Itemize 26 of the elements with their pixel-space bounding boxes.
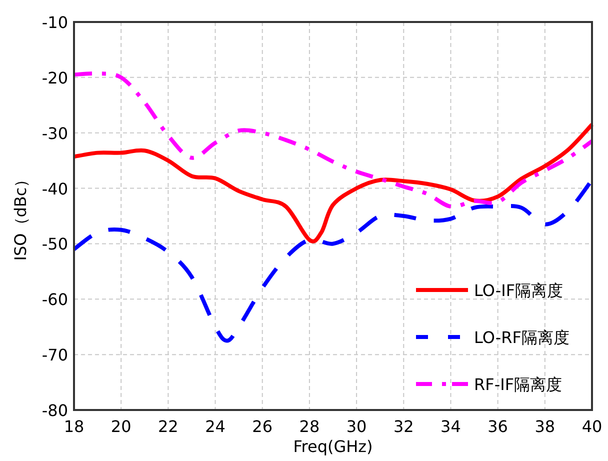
x-tick-label: 40 <box>582 417 602 436</box>
y-tick-label: -10 <box>42 13 68 32</box>
legend-label: RF-IF隔离度 <box>474 375 562 394</box>
y-tick-label: -50 <box>42 234 68 254</box>
x-tick-label: 18 <box>64 417 84 436</box>
y-tick-label: -60 <box>42 290 68 310</box>
y-tick-label: -30 <box>42 124 68 143</box>
y-tick-label: -70 <box>42 346 68 365</box>
legend-label: LO-IF隔离度 <box>474 281 564 300</box>
x-tick-label: 30 <box>346 417 367 436</box>
x-tick-label: 22 <box>158 417 178 436</box>
y-axis-title: ISO（dBc） <box>11 171 30 261</box>
y-tick-label: -40 <box>42 179 68 198</box>
y-tick-label: -20 <box>42 68 68 88</box>
x-tick-label: 36 <box>488 417 508 436</box>
x-tick-label: 32 <box>393 417 414 436</box>
y-tick-label: -80 <box>42 401 68 420</box>
x-tick-label: 24 <box>205 417 226 436</box>
x-tick-label: 28 <box>299 417 320 436</box>
x-tick-label: 38 <box>534 417 556 436</box>
x-tick-label: 26 <box>252 417 273 436</box>
legend-label: LO-RF隔离度 <box>474 328 570 347</box>
x-tick-label: 20 <box>110 417 132 436</box>
line-series <box>72 71 594 209</box>
x-axis-title: Freq(GHz) <box>293 437 373 456</box>
x-tick-label: 34 <box>440 417 461 436</box>
